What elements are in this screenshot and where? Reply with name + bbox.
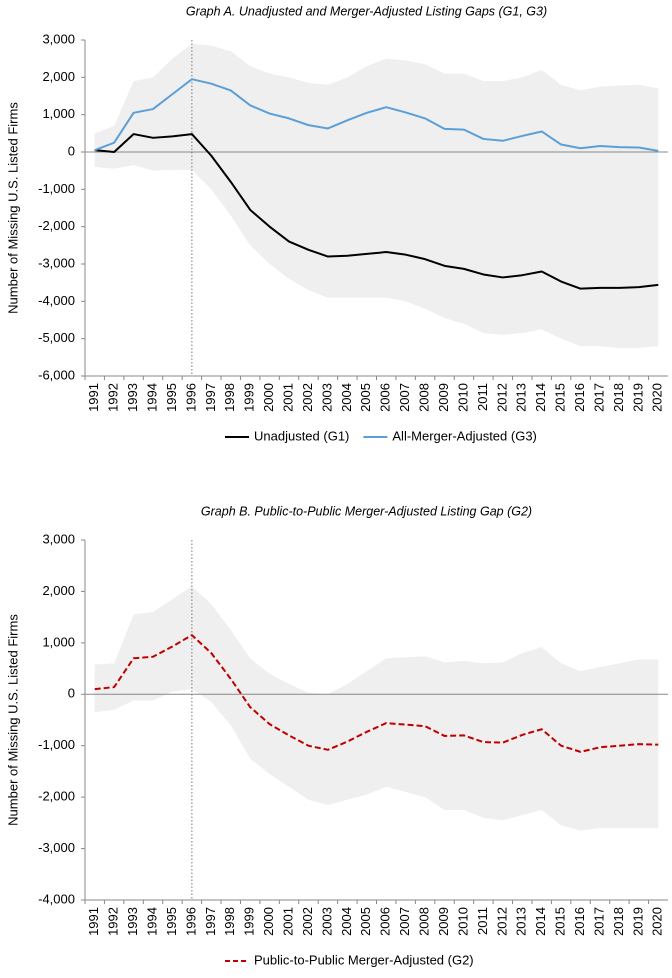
x-tick-label: 2017 <box>591 383 606 412</box>
x-tick-label: 2005 <box>358 383 373 412</box>
x-tick-label: 2020 <box>650 907 665 936</box>
x-tick-label: 2003 <box>319 907 334 936</box>
x-tick-label: 2014 <box>533 907 548 936</box>
confidence-band <box>94 586 659 831</box>
y-axis-label: Number of Missing U.S. Listed Firms <box>5 614 20 826</box>
x-tick-label: 2004 <box>339 383 354 412</box>
x-tick-label: 2000 <box>261 383 276 412</box>
x-tick-label: 2019 <box>630 383 645 412</box>
x-tick-label: 2000 <box>261 907 276 936</box>
y-tick-label: -4,000 <box>38 891 75 906</box>
x-tick-label: 2013 <box>514 907 529 936</box>
x-tick-label: 2018 <box>611 907 626 936</box>
x-tick-label: 1995 <box>164 907 179 936</box>
y-tick-label: -1,000 <box>38 181 75 196</box>
y-tick-label: 1,000 <box>42 106 75 121</box>
x-tick-label: 2007 <box>397 383 412 412</box>
x-tick-label: 2007 <box>397 907 412 936</box>
x-tick-label: 2012 <box>494 907 509 936</box>
series-line <box>94 78 659 152</box>
chart-title: Graph A. Unadjusted and Merger-Adjusted … <box>186 4 547 18</box>
x-tick-label: 1991 <box>86 383 101 412</box>
y-tick-label: -3,000 <box>38 255 75 270</box>
y-tick-label: 0 <box>68 143 75 158</box>
legend-label: All-Merger-Adjusted (G3) <box>392 428 537 443</box>
chart-title: Graph B. Public-to-Public Merger-Adjuste… <box>201 504 532 518</box>
x-tick-label: 2003 <box>319 383 334 412</box>
x-tick-label: 2002 <box>300 907 315 936</box>
x-tick-label: 2014 <box>533 383 548 412</box>
x-tick-label: 2009 <box>436 383 451 412</box>
x-tick-label: 2016 <box>572 383 587 412</box>
x-tick-label: 1998 <box>222 383 237 412</box>
x-tick-label: 2009 <box>436 907 451 936</box>
x-tick-label: 2006 <box>378 383 393 412</box>
x-tick-label: 2001 <box>280 907 295 936</box>
x-tick-label: 2016 <box>572 907 587 936</box>
x-tick-label: 2015 <box>553 383 568 412</box>
y-tick-label: -5,000 <box>38 330 75 345</box>
x-tick-label: 2015 <box>553 907 568 936</box>
series-line <box>94 133 659 290</box>
x-tick-label: 1993 <box>125 907 140 936</box>
y-tick-label: -3,000 <box>38 840 75 855</box>
x-tick-label: 2019 <box>630 907 645 936</box>
x-tick-label: 2004 <box>339 907 354 936</box>
x-tick-label: 1997 <box>203 383 218 412</box>
x-tick-label: 1994 <box>144 907 159 936</box>
x-tick-label: 2001 <box>280 383 295 412</box>
x-tick-label: 1991 <box>86 907 101 936</box>
x-tick-label: 2011 <box>475 383 490 411</box>
y-tick-label: 3,000 <box>42 531 75 546</box>
x-tick-label: 1998 <box>222 907 237 936</box>
x-tick-label: 2010 <box>455 907 470 936</box>
y-tick-label: 3,000 <box>42 31 75 46</box>
x-tick-label: 2012 <box>494 383 509 412</box>
x-tick-label: 2008 <box>417 383 432 412</box>
x-tick-label: 1995 <box>164 383 179 412</box>
y-tick-label: -2,000 <box>38 218 75 233</box>
x-tick-label: 2010 <box>455 383 470 412</box>
legend-label: Public-to-Public Merger-Adjusted (G2) <box>254 952 474 967</box>
y-tick-label: 2,000 <box>42 583 75 598</box>
x-tick-label: 2013 <box>514 383 529 412</box>
y-tick-label: -4,000 <box>38 293 75 308</box>
x-tick-label: 1996 <box>183 907 198 936</box>
x-tick-label: 1999 <box>242 907 257 936</box>
y-tick-label: 2,000 <box>42 69 75 84</box>
y-axis-label: Number of Missing U.S. Listed Firms <box>5 102 20 314</box>
x-tick-label: 1999 <box>242 383 257 412</box>
y-tick-label: -6,000 <box>38 367 75 382</box>
x-tick-label: 2011 <box>475 907 490 935</box>
x-tick-label: 2002 <box>300 383 315 412</box>
series-line <box>94 634 659 753</box>
x-tick-label: 2006 <box>378 907 393 936</box>
x-tick-label: 2020 <box>650 383 665 412</box>
y-tick-label: -2,000 <box>38 789 75 804</box>
x-tick-label: 1992 <box>106 907 121 936</box>
x-tick-label: 1997 <box>203 907 218 936</box>
x-tick-label: 1996 <box>183 383 198 412</box>
x-tick-label: 1993 <box>125 383 140 412</box>
x-tick-label: 2017 <box>591 907 606 936</box>
x-tick-label: 2018 <box>611 383 626 412</box>
legend-label: Unadjusted (G1) <box>254 428 349 443</box>
y-tick-label: 0 <box>68 686 75 701</box>
x-tick-label: 2005 <box>358 907 373 936</box>
y-tick-label: 1,000 <box>42 634 75 649</box>
x-tick-label: 1992 <box>106 383 121 412</box>
confidence-band <box>94 43 659 348</box>
y-tick-label: -1,000 <box>38 737 75 752</box>
x-tick-label: 1994 <box>144 383 159 412</box>
x-tick-label: 2008 <box>417 907 432 936</box>
